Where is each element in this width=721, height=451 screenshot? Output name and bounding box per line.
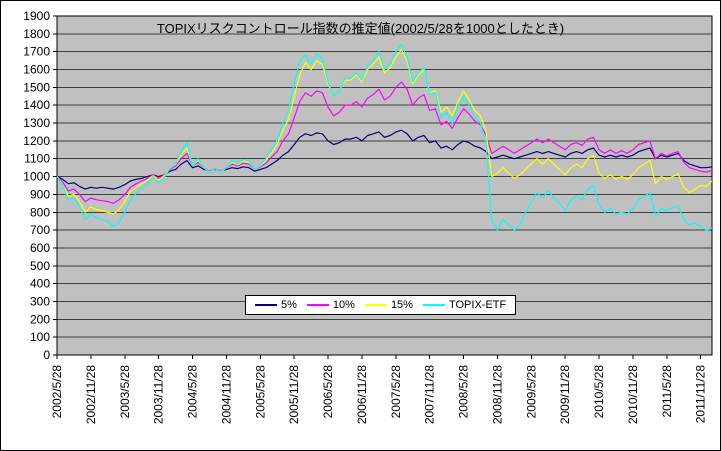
series-lines [56,43,713,231]
x-tick-label: 2002/11/28 [84,365,98,424]
x-tick-label: 2006/11/28 [355,365,369,424]
x-axis: 2002/5/28 2002/11/28 2003/5/28 2003/11/28 20… [50,355,708,424]
x-tick-label: 2004/11/28 [219,365,233,424]
plot-border [56,15,713,356]
y-tick-label: 300 [30,294,50,308]
x-tick-label: 2005/5/28 [253,365,267,419]
y-tick-label: 1600 [23,63,50,77]
x-tick-label: 2002/5/28 [50,365,64,419]
x-tick-label: 2007/5/28 [389,365,403,419]
x-tick-label: 2003/5/28 [118,365,132,419]
x-tick-label: 2007/11/28 [423,365,437,424]
y-tick-label: 600 [30,241,50,255]
x-tick-label: 2010/5/28 [592,365,606,419]
y-tick-label: 1400 [23,98,50,112]
x-tick-label: 2009/5/28 [524,365,538,419]
y-tick-label: 1300 [23,116,50,130]
y-tick-label: 900 [30,187,50,201]
legend: 5% 10% 15% TOPIX-ETF [245,295,517,315]
x-tick-label: 2003/11/28 [152,365,166,424]
y-tick-label: 400 [30,277,50,291]
series-line-15% [56,49,713,215]
legend-label: 10% [332,299,355,311]
x-tick-label: 2009/11/28 [558,365,572,424]
legend-label: 15% [390,299,413,311]
y-tick-label: 1200 [23,134,50,148]
y-tick-label: 700 [30,223,50,237]
y-tick-label: 1100 [24,152,50,166]
x-tick-label: 2011/11/28 [694,365,708,424]
x-tick-label: 2010/11/28 [626,365,640,424]
legend-line-sample [306,304,329,306]
x-tick-label: 2006/5/28 [321,365,335,419]
x-tick-label: 2004/5/28 [186,365,200,419]
legend-item: 10% [306,299,355,311]
y-tick-label: 500 [30,259,50,273]
y-tick-label: 1900 [23,9,50,23]
legend-item: 5% [255,299,297,311]
x-tick-label: 2008/11/28 [490,365,504,424]
legend-label: TOPIX-ETF [448,299,507,311]
y-tick-label: 1800 [23,27,50,41]
y-tick-label: 200 [30,312,50,326]
y-tick-label: 1700 [23,45,50,59]
y-tick-label: 800 [30,205,50,219]
x-tick-label: 2011/5/28 [660,365,674,418]
series-line-TOPIX-ETF [56,43,713,231]
legend-line-sample [364,304,387,306]
y-tick-label: 0 [43,348,50,362]
y-tick-label: 100 [30,330,50,344]
legend-item: 15% [364,299,413,311]
y-tick-label: 1000 [23,170,50,184]
legend-item: TOPIX-ETF [422,299,507,311]
legend-line-sample [422,304,445,306]
x-tick-label: 2008/5/28 [457,365,471,419]
x-tick-label: 2005/11/28 [287,365,301,424]
y-axis: 0 100 200 300 400 500 600 700 800 900 1000 1100 1200… [23,9,57,362]
legend-line-sample [255,304,277,306]
y-tick-label: 1500 [23,80,50,94]
legend-label: 5% [281,299,297,311]
